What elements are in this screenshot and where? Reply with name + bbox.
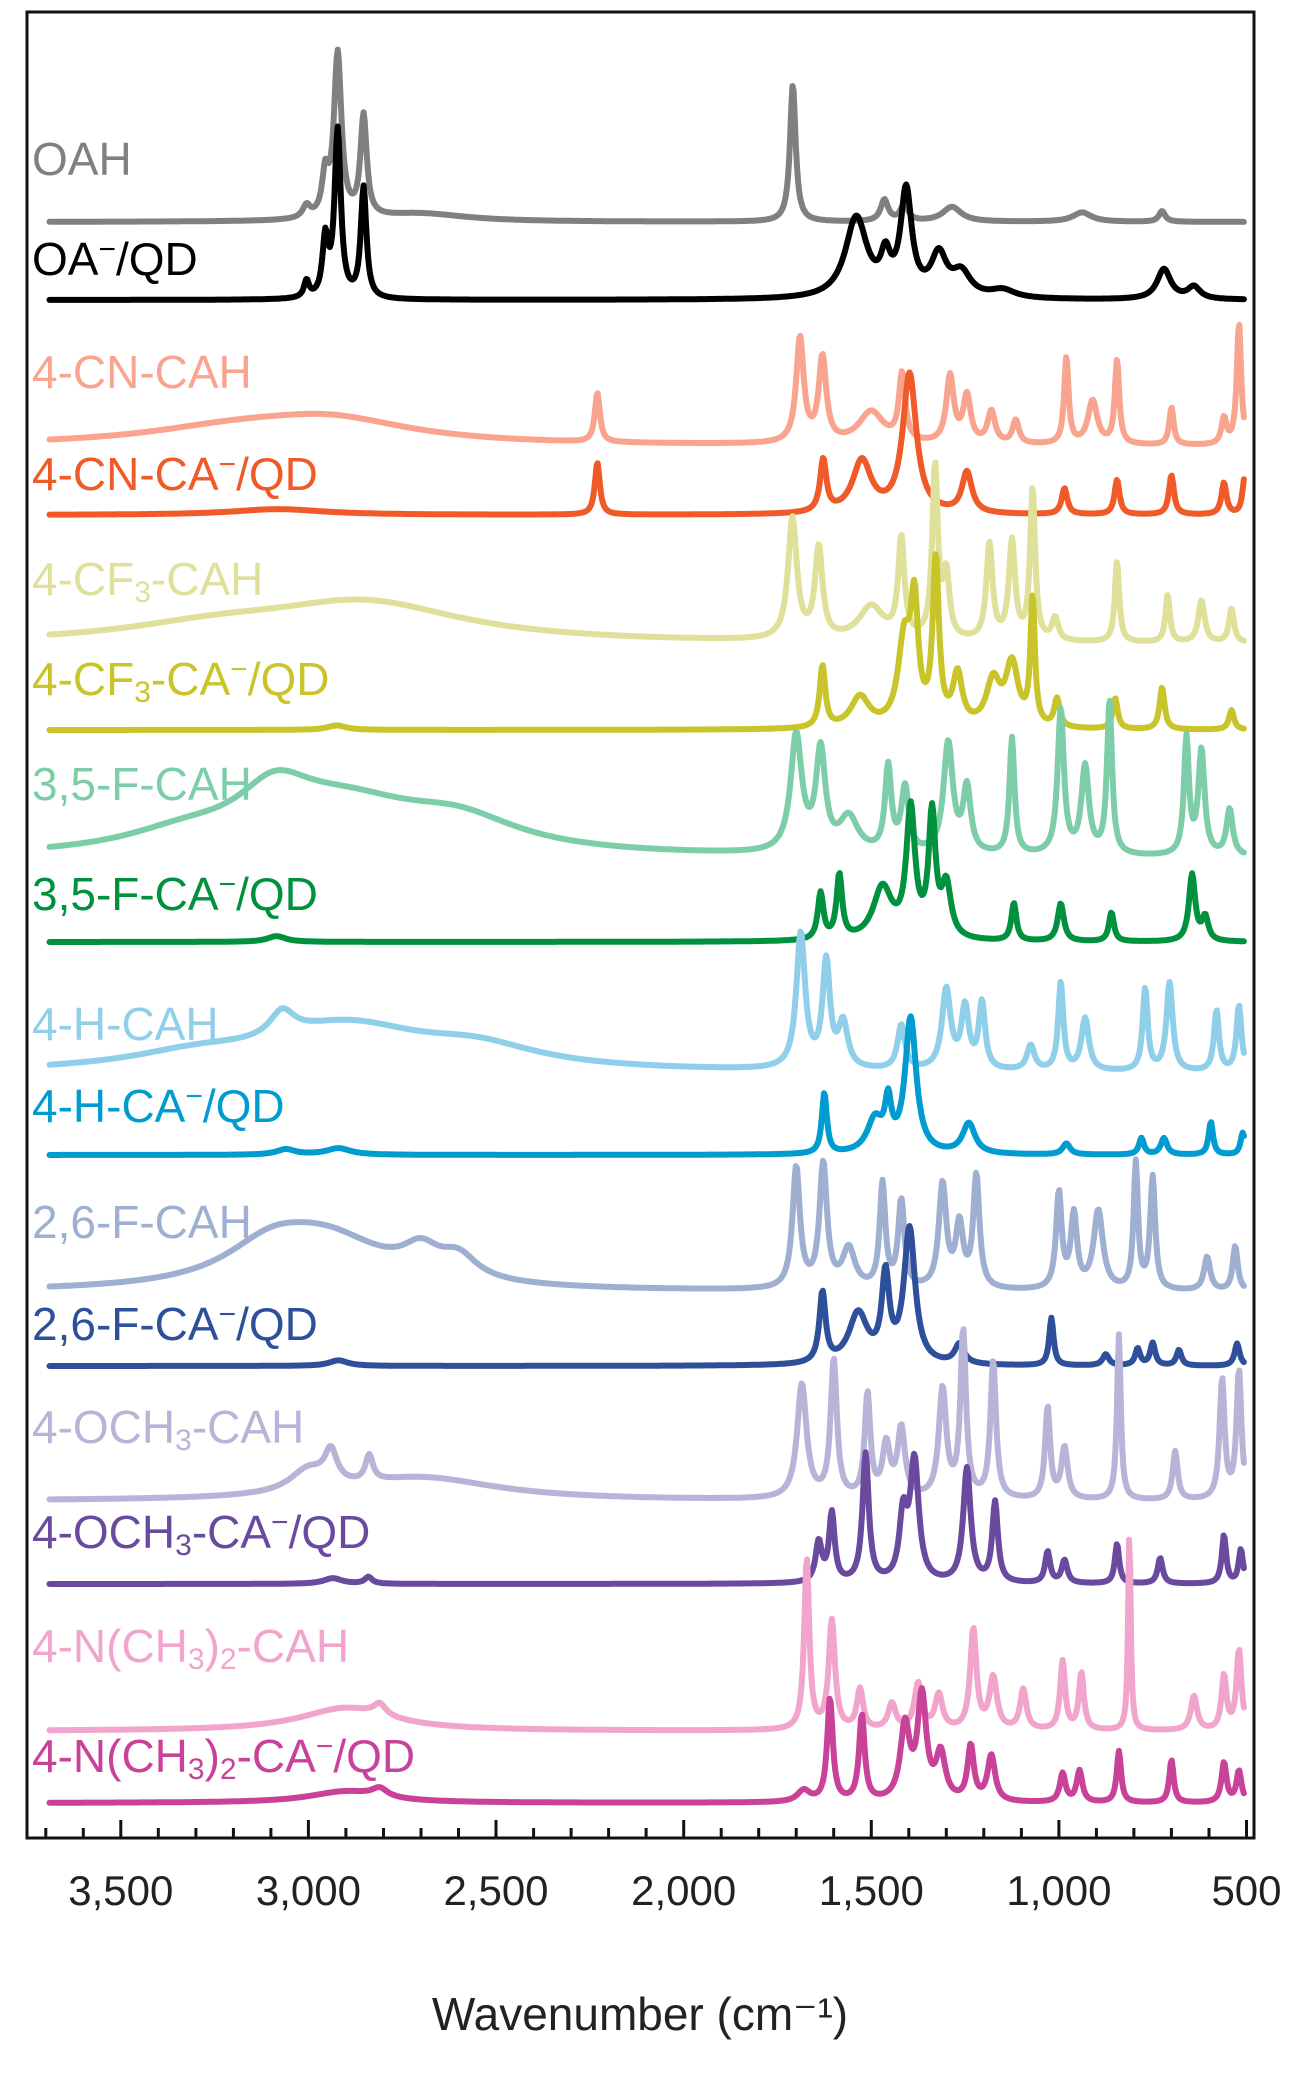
series-label-nme2-cah: 4-N(CH3)2-CAH [32,1620,349,1676]
series-label-f26-qd: 2,6-F-CA−/QD [32,1298,318,1351]
x-tick-label: 3,000 [256,1867,361,1914]
x-axis-ticks: 3,500 3,000 2,500 2,000 1,500 1,000 500 [44,1820,1282,1914]
series-line-nme2-qd [46,1685,1247,1806]
plot-frame [25,10,1256,1840]
x-tick-label: 1,000 [1006,1867,1111,1914]
series-line-f26-cah [46,1156,1247,1292]
x-axis-label: Wavenumber (cm⁻¹) [432,1988,848,2040]
x-tick-label: 3,500 [68,1867,173,1914]
series-label-f35-cah: 3,5-F-CAH [32,758,252,810]
series-line-f35-cah [46,697,1247,857]
series-line-h-cah [46,928,1247,1072]
series-line-oah [46,46,1247,225]
series-line-nme2-cah [46,1536,1247,1734]
series-label-och3-qd: 4-OCH3-CA−/QD [32,1506,370,1562]
series-label-nme2-qd: 4-N(CH3)2-CA−/QD [32,1730,415,1786]
series-line-cf3-qd [46,551,1247,733]
series-line-h-qd [46,1013,1247,1158]
series-label-cf3-cah: 4-CF3-CAH [32,553,263,609]
series-layer [46,46,1247,1806]
series-label-layer: OAH OA−/QD 4-CN-CAH 4-CN-CA−/QD 4-CF3-CAH 4-C… [32,133,415,1786]
series-line-och3-cah [46,1326,1247,1503]
series-label-oa-qd: OA−/QD [32,233,198,286]
series-line-och3-qd [46,1449,1247,1587]
series-label-cn-cah: 4-CN-CAH [32,346,252,398]
x-tick-label: 1,500 [819,1867,924,1914]
x-tick-label: 2,500 [443,1867,548,1914]
series-label-cn-qd: 4-CN-CA−/QD [32,448,318,501]
series-line-f26-qd [46,1223,1247,1369]
series-line-cn-cah [46,321,1247,447]
x-tick-label: 500 [1211,1867,1281,1914]
series-label-och3-cah: 4-OCH3-CAH [32,1401,304,1457]
series-line-cn-qd [46,369,1247,518]
series-line-cf3-cah [46,459,1247,644]
series-label-oah: OAH [32,133,132,185]
series-label-f26-cah: 2,6-F-CAH [32,1196,252,1248]
series-label-h-qd: 4-H-CA−/QD [32,1080,285,1133]
series-label-f35-qd: 3,5-F-CA−/QD [32,868,318,921]
x-tick-label: 2,000 [631,1867,736,1914]
series-label-cf3-qd: 4-CF3-CA−/QD [32,653,329,709]
series-label-h-cah: 4-H-CAH [32,998,219,1050]
series-line-oa-qd [46,123,1247,303]
series-line-f35-qd [46,798,1247,945]
